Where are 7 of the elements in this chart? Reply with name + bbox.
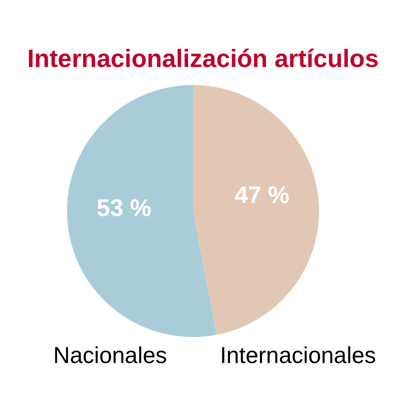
pie-slice: [193, 85, 319, 335]
chart-title: Internacionalización artículos: [27, 45, 379, 73]
slice-label: Nacionales: [53, 342, 167, 368]
pie-slice: [67, 85, 217, 337]
slice-label: Internacionales: [220, 342, 376, 368]
data-label: 47 %: [234, 182, 290, 209]
data-label: 53 %: [96, 194, 152, 222]
